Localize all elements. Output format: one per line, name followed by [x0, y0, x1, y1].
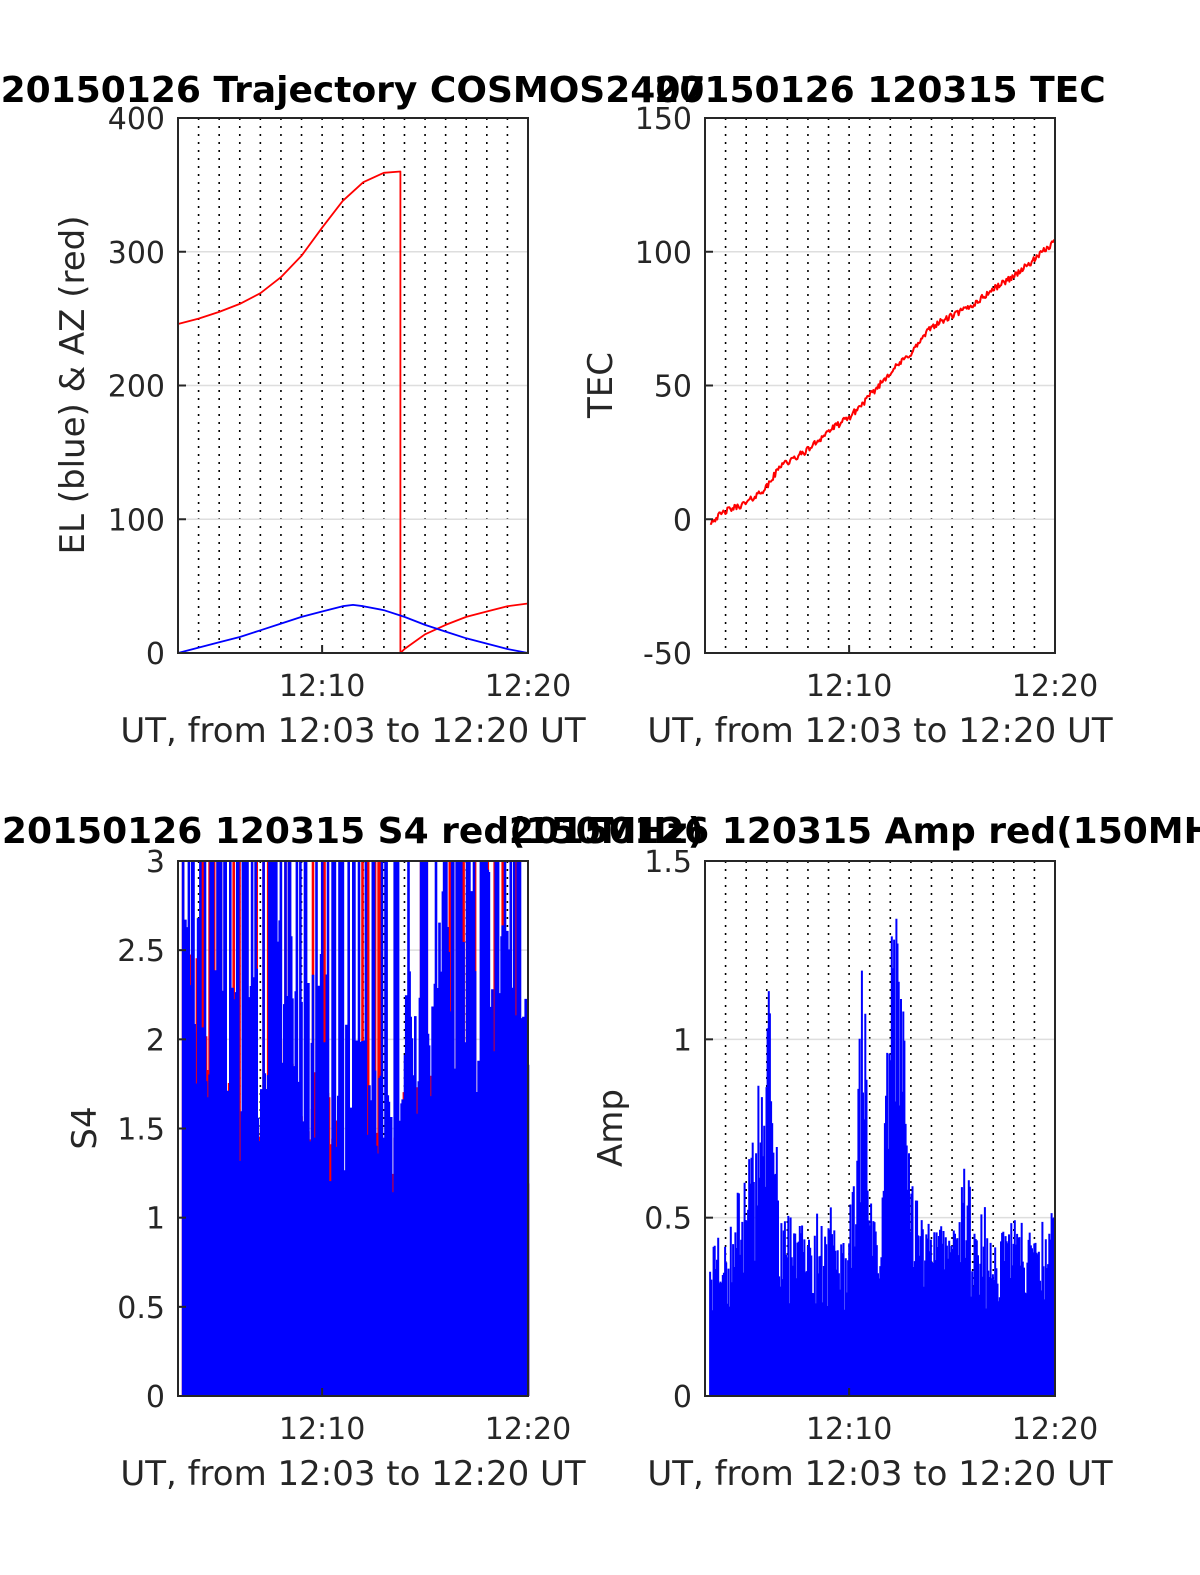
- panel-trajectory: 0 100 200 300 400 12:10 12:20 20150126 Trajec…: [1, 70, 706, 751]
- s4-y-tick-label: 3: [146, 845, 165, 880]
- tec-title: 20150126 120315 TEC: [654, 70, 1105, 111]
- tec-y-tick-label: -50: [643, 637, 692, 672]
- amp-plot-bars: [709, 918, 1056, 1396]
- tec-series-line: [709, 239, 1056, 525]
- trajectory-y-ticks: 0 100 200 300 400: [108, 102, 186, 672]
- s4-x-ticks: 12:10 12:20: [279, 1388, 571, 1447]
- trajectory-y-tick-label: 100: [108, 503, 165, 538]
- s4-y-tick-label: 0.5: [117, 1291, 165, 1326]
- trajectory-grid: [178, 118, 528, 653]
- s4-y-tick-label: 1: [146, 1202, 165, 1237]
- tec-y-tick-label: 150: [635, 102, 692, 137]
- amp-y-tick-label: 0.5: [644, 1202, 692, 1237]
- trajectory-series-line: [177, 604, 529, 654]
- amp-xlabel: UT, from 12:03 to 12:20 UT: [647, 1454, 1113, 1494]
- s4-y-ticks: 0 0.5 1 1.5 2 2.5 3: [117, 845, 186, 1415]
- panel-amp: 0 0.5 1 1.5 12:10 12:20 20150126 120315 Amp …: [509, 811, 1200, 1494]
- amp-grid: [705, 861, 1055, 1396]
- tec-xlabel: UT, from 12:03 to 12:20 UT: [647, 711, 1113, 751]
- s4-ylabel: S4: [65, 1106, 105, 1149]
- amp-x-ticks: 12:10 12:20: [806, 1388, 1098, 1447]
- amp-y-tick-label: 1.5: [644, 845, 692, 880]
- tec-grid: [705, 118, 1055, 653]
- panel-tec: -50 0 50 100 150 12:10 12:20 20150126 120315 …: [581, 70, 1113, 751]
- trajectory-plot-lines: [177, 170, 529, 654]
- s4-title: 20150126 120315 S4 red(150MHz): [2, 811, 704, 852]
- s4-y-tick-label: 2.5: [117, 934, 165, 969]
- tec-ylabel: TEC: [581, 352, 621, 419]
- trajectory-x-ticks: 12:10 12:20: [279, 645, 571, 704]
- tec-y-tick-label: 0: [673, 503, 692, 538]
- amp-y-tick-label: 1: [673, 1023, 692, 1058]
- s4-y-tick-label: 0: [146, 1380, 165, 1415]
- s4-xlabel: UT, from 12:03 to 12:20 UT: [120, 1454, 586, 1494]
- amp-ylabel: Amp: [591, 1089, 631, 1167]
- amp-title: 20150126 120315 Amp red(150MHz): [509, 811, 1200, 852]
- s4-x-tick-label: 12:10: [279, 1412, 365, 1447]
- amp-x-tick-label: 12:20: [1012, 1412, 1098, 1447]
- tec-y-ticks: -50 0 50 100 150: [635, 102, 713, 672]
- amp-y-tick-label: 0: [673, 1380, 692, 1415]
- panel-s4: 0 0.5 1 1.5 2 2.5 3 12:10 12:20 20150126 120315…: [2, 811, 704, 1494]
- tec-x-ticks: 12:10 12:20: [806, 645, 1098, 704]
- tec-x-tick-label: 12:10: [806, 669, 892, 704]
- s4-y-tick-label: 2: [146, 1023, 165, 1058]
- tec-y-tick-label: 100: [635, 236, 692, 271]
- s4-y-tick-label: 1.5: [117, 1113, 165, 1148]
- trajectory-y-tick-label: 300: [108, 236, 165, 271]
- tec-x-tick-label: 12:20: [1012, 669, 1098, 704]
- s4-plot-bars: [181, 861, 530, 1396]
- trajectory-y-tick-label: 200: [108, 370, 165, 405]
- trajectory-x-tick-label: 12:20: [485, 669, 571, 704]
- tec-y-tick-label: 50: [654, 370, 692, 405]
- trajectory-title: 20150126 Trajectory COSMOS2407: [1, 70, 706, 111]
- amp-axes-frame: [704, 860, 1056, 1397]
- amp-x-tick-label: 12:10: [806, 1412, 892, 1447]
- trajectory-x-tick-label: 12:10: [279, 669, 365, 704]
- trajectory-series-line: [177, 170, 529, 654]
- amp-y-ticks: 0 0.5 1 1.5: [644, 845, 713, 1415]
- s4-x-tick-label: 12:20: [485, 1412, 571, 1447]
- amp-series-bars: [709, 918, 1056, 1396]
- trajectory-xlabel: UT, from 12:03 to 12:20 UT: [120, 711, 586, 751]
- trajectory-y-tick-label: 400: [108, 102, 165, 137]
- trajectory-y-tick-label: 0: [146, 637, 165, 672]
- tec-plot-line: [709, 239, 1056, 525]
- trajectory-ylabel: EL (blue) & AZ (red): [53, 215, 93, 554]
